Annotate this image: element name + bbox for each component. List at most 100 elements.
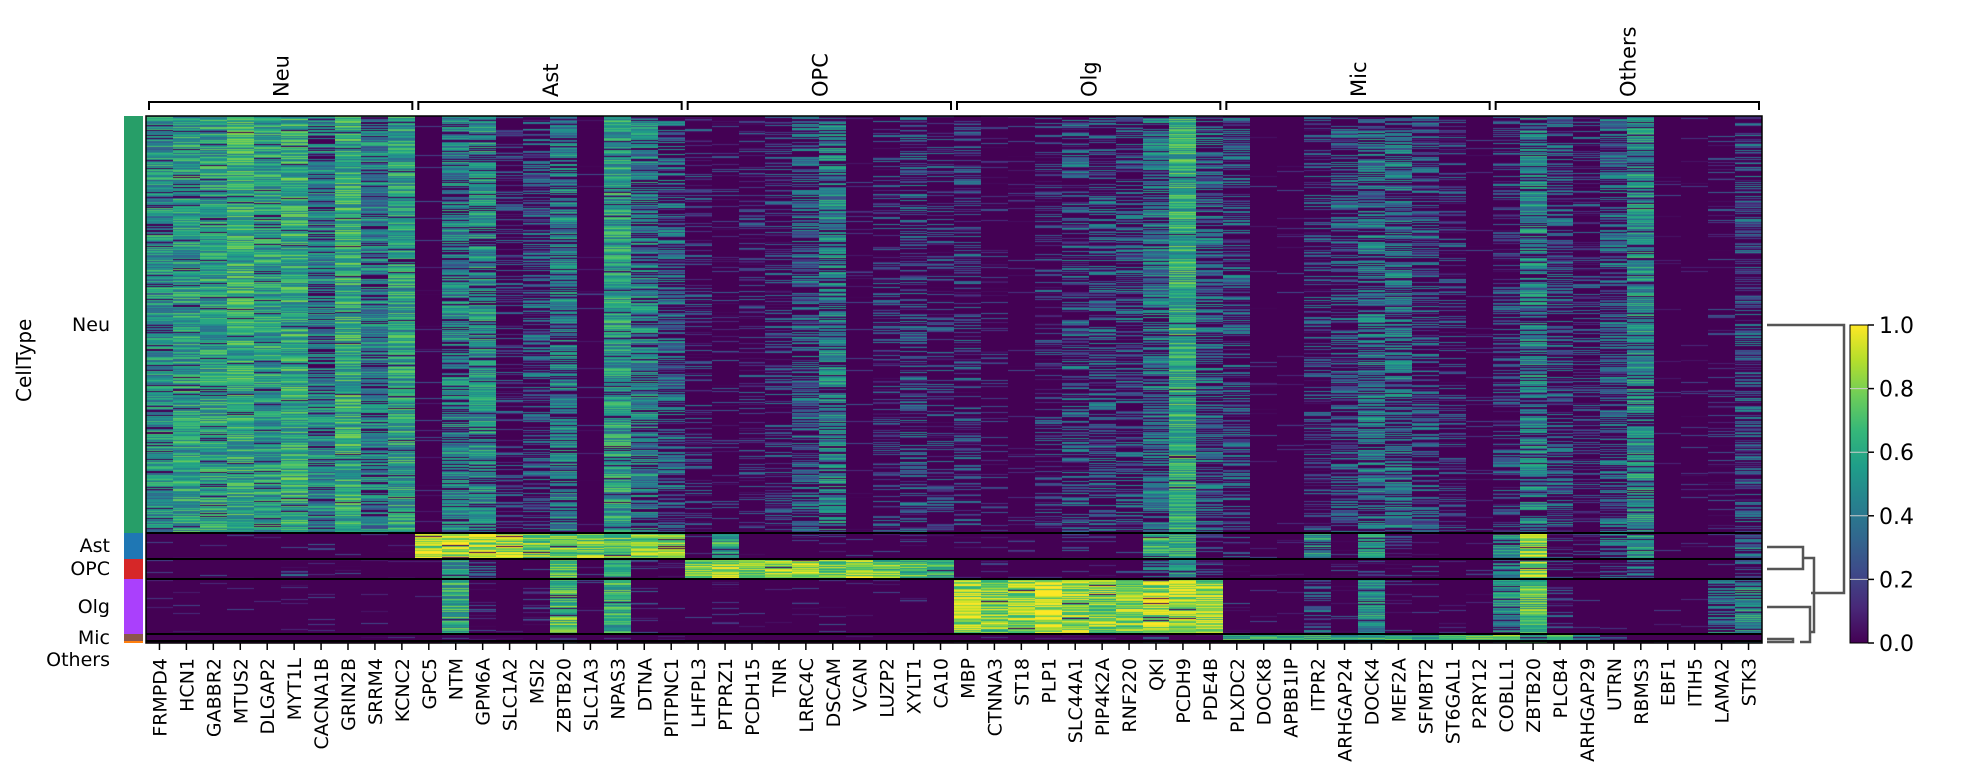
dendrogram-branch <box>1767 545 1805 571</box>
heatmap-block <box>927 533 954 559</box>
colorbar-tick-label: 0.8 <box>1879 378 1914 403</box>
gene-label: ITIH5 <box>1685 658 1707 707</box>
heatmap-block <box>308 559 335 579</box>
gene-label: ZBTB20 <box>1523 658 1545 733</box>
heatmap-block <box>254 559 281 579</box>
heatmap-block <box>335 559 361 579</box>
gene-group-label: OPC <box>808 53 832 97</box>
heatmap-block <box>1600 634 1627 641</box>
heatmap-block <box>200 533 227 559</box>
heatmap-block <box>1169 634 1196 641</box>
heatmap-block <box>469 559 496 579</box>
heatmap-block <box>1439 579 1466 634</box>
heatmap-block <box>200 116 227 533</box>
heatmap-block <box>712 579 739 634</box>
heatmap-block <box>658 533 685 559</box>
heatmap-block <box>550 559 577 579</box>
heatmap-frame <box>145 115 1763 644</box>
gene-label: PLXDC2 <box>1227 658 1249 733</box>
colorbar-tick-label: 1.0 <box>1879 314 1914 339</box>
heatmap-block <box>631 579 658 634</box>
heatmap-block <box>1412 533 1439 559</box>
heatmap-block <box>873 533 900 559</box>
heatmap-block <box>1654 634 1681 641</box>
gene-label: CA10 <box>931 658 953 708</box>
gene-group-bracket <box>956 101 1222 110</box>
heatmap-block <box>415 116 442 533</box>
heatmap-block <box>1573 634 1600 641</box>
gene-label: ST18 <box>1011 658 1033 706</box>
gene-label: PLCB4 <box>1550 658 1572 718</box>
heatmap-block <box>1573 579 1600 634</box>
heatmap-block <box>765 579 792 634</box>
heatmap-block <box>954 533 981 559</box>
heatmap-block <box>550 116 577 533</box>
gene-label: MYT1L <box>284 658 306 721</box>
heatmap-block <box>1116 559 1143 579</box>
heatmap-block <box>173 634 200 641</box>
heatmap-block <box>1223 579 1250 634</box>
gene-group-label: Olg <box>1078 61 1102 97</box>
heatmap-block <box>1466 116 1493 533</box>
gene-label: RBMS3 <box>1631 658 1653 725</box>
heatmap-block <box>1547 116 1573 533</box>
dendrogram-branch <box>1767 323 1846 595</box>
heatmap-block <box>227 533 254 559</box>
heatmap-block <box>1547 533 1573 559</box>
heatmap-block <box>1493 634 1520 641</box>
heatmap-block <box>1331 116 1358 533</box>
heatmap-block <box>281 559 308 579</box>
heatmap-block <box>685 559 712 579</box>
gene-label: MBP <box>957 658 979 699</box>
heatmap-block <box>496 634 523 641</box>
heatmap-block <box>254 533 281 559</box>
gene-label: MTUS2 <box>230 658 252 724</box>
heatmap-block <box>873 634 900 641</box>
heatmap-block <box>577 559 604 579</box>
heatmap-block <box>1304 634 1331 641</box>
heatmap-block <box>1600 533 1627 559</box>
heatmap-block <box>1600 579 1627 634</box>
heatmap-block <box>765 533 792 559</box>
gene-label: STK3 <box>1739 658 1761 706</box>
heatmap-block <box>146 533 173 559</box>
heatmap-block <box>1089 634 1116 641</box>
heatmap-block <box>388 634 415 641</box>
heatmap-block <box>335 579 361 634</box>
heatmap-block <box>1062 634 1089 641</box>
heatmap-block <box>1143 634 1169 641</box>
heatmap-block <box>1223 533 1250 559</box>
colorbar-tick-label: 0.2 <box>1879 568 1914 593</box>
heatmap-block <box>819 579 846 634</box>
heatmap-block <box>523 533 550 559</box>
heatmap-block <box>469 116 496 533</box>
gene-label: FRMPD4 <box>149 658 171 737</box>
celltype-label: Mic <box>77 626 110 649</box>
gene-label: SLC1A3 <box>580 658 602 731</box>
heatmap-block <box>1116 116 1143 533</box>
heatmap-block <box>1412 116 1439 533</box>
heatmap-block <box>846 116 873 533</box>
heatmap-block <box>415 634 442 641</box>
heatmap-block <box>1493 533 1520 559</box>
heatmap-block <box>873 116 900 533</box>
heatmap-block <box>846 579 873 634</box>
dendrogram-branch <box>1803 556 1816 634</box>
celltype-color-opc <box>124 559 143 579</box>
heatmap-block <box>173 533 200 559</box>
heatmap-block <box>900 116 927 533</box>
gene-label: PITPNC1 <box>661 658 683 738</box>
heatmap-block <box>658 634 685 641</box>
gene-group-label: Ast <box>539 63 563 97</box>
heatmap-block <box>1089 116 1116 533</box>
heatmap-block <box>712 533 739 559</box>
heatmap-block <box>819 634 846 641</box>
heatmap-block <box>1358 559 1385 579</box>
heatmap-block <box>361 559 388 579</box>
heatmap-block <box>981 634 1008 641</box>
heatmap-block <box>1008 634 1035 641</box>
heatmap-block <box>1196 533 1223 559</box>
heatmap-block <box>1277 634 1304 641</box>
heatmap-block <box>146 579 173 634</box>
heatmap-block <box>361 634 388 641</box>
